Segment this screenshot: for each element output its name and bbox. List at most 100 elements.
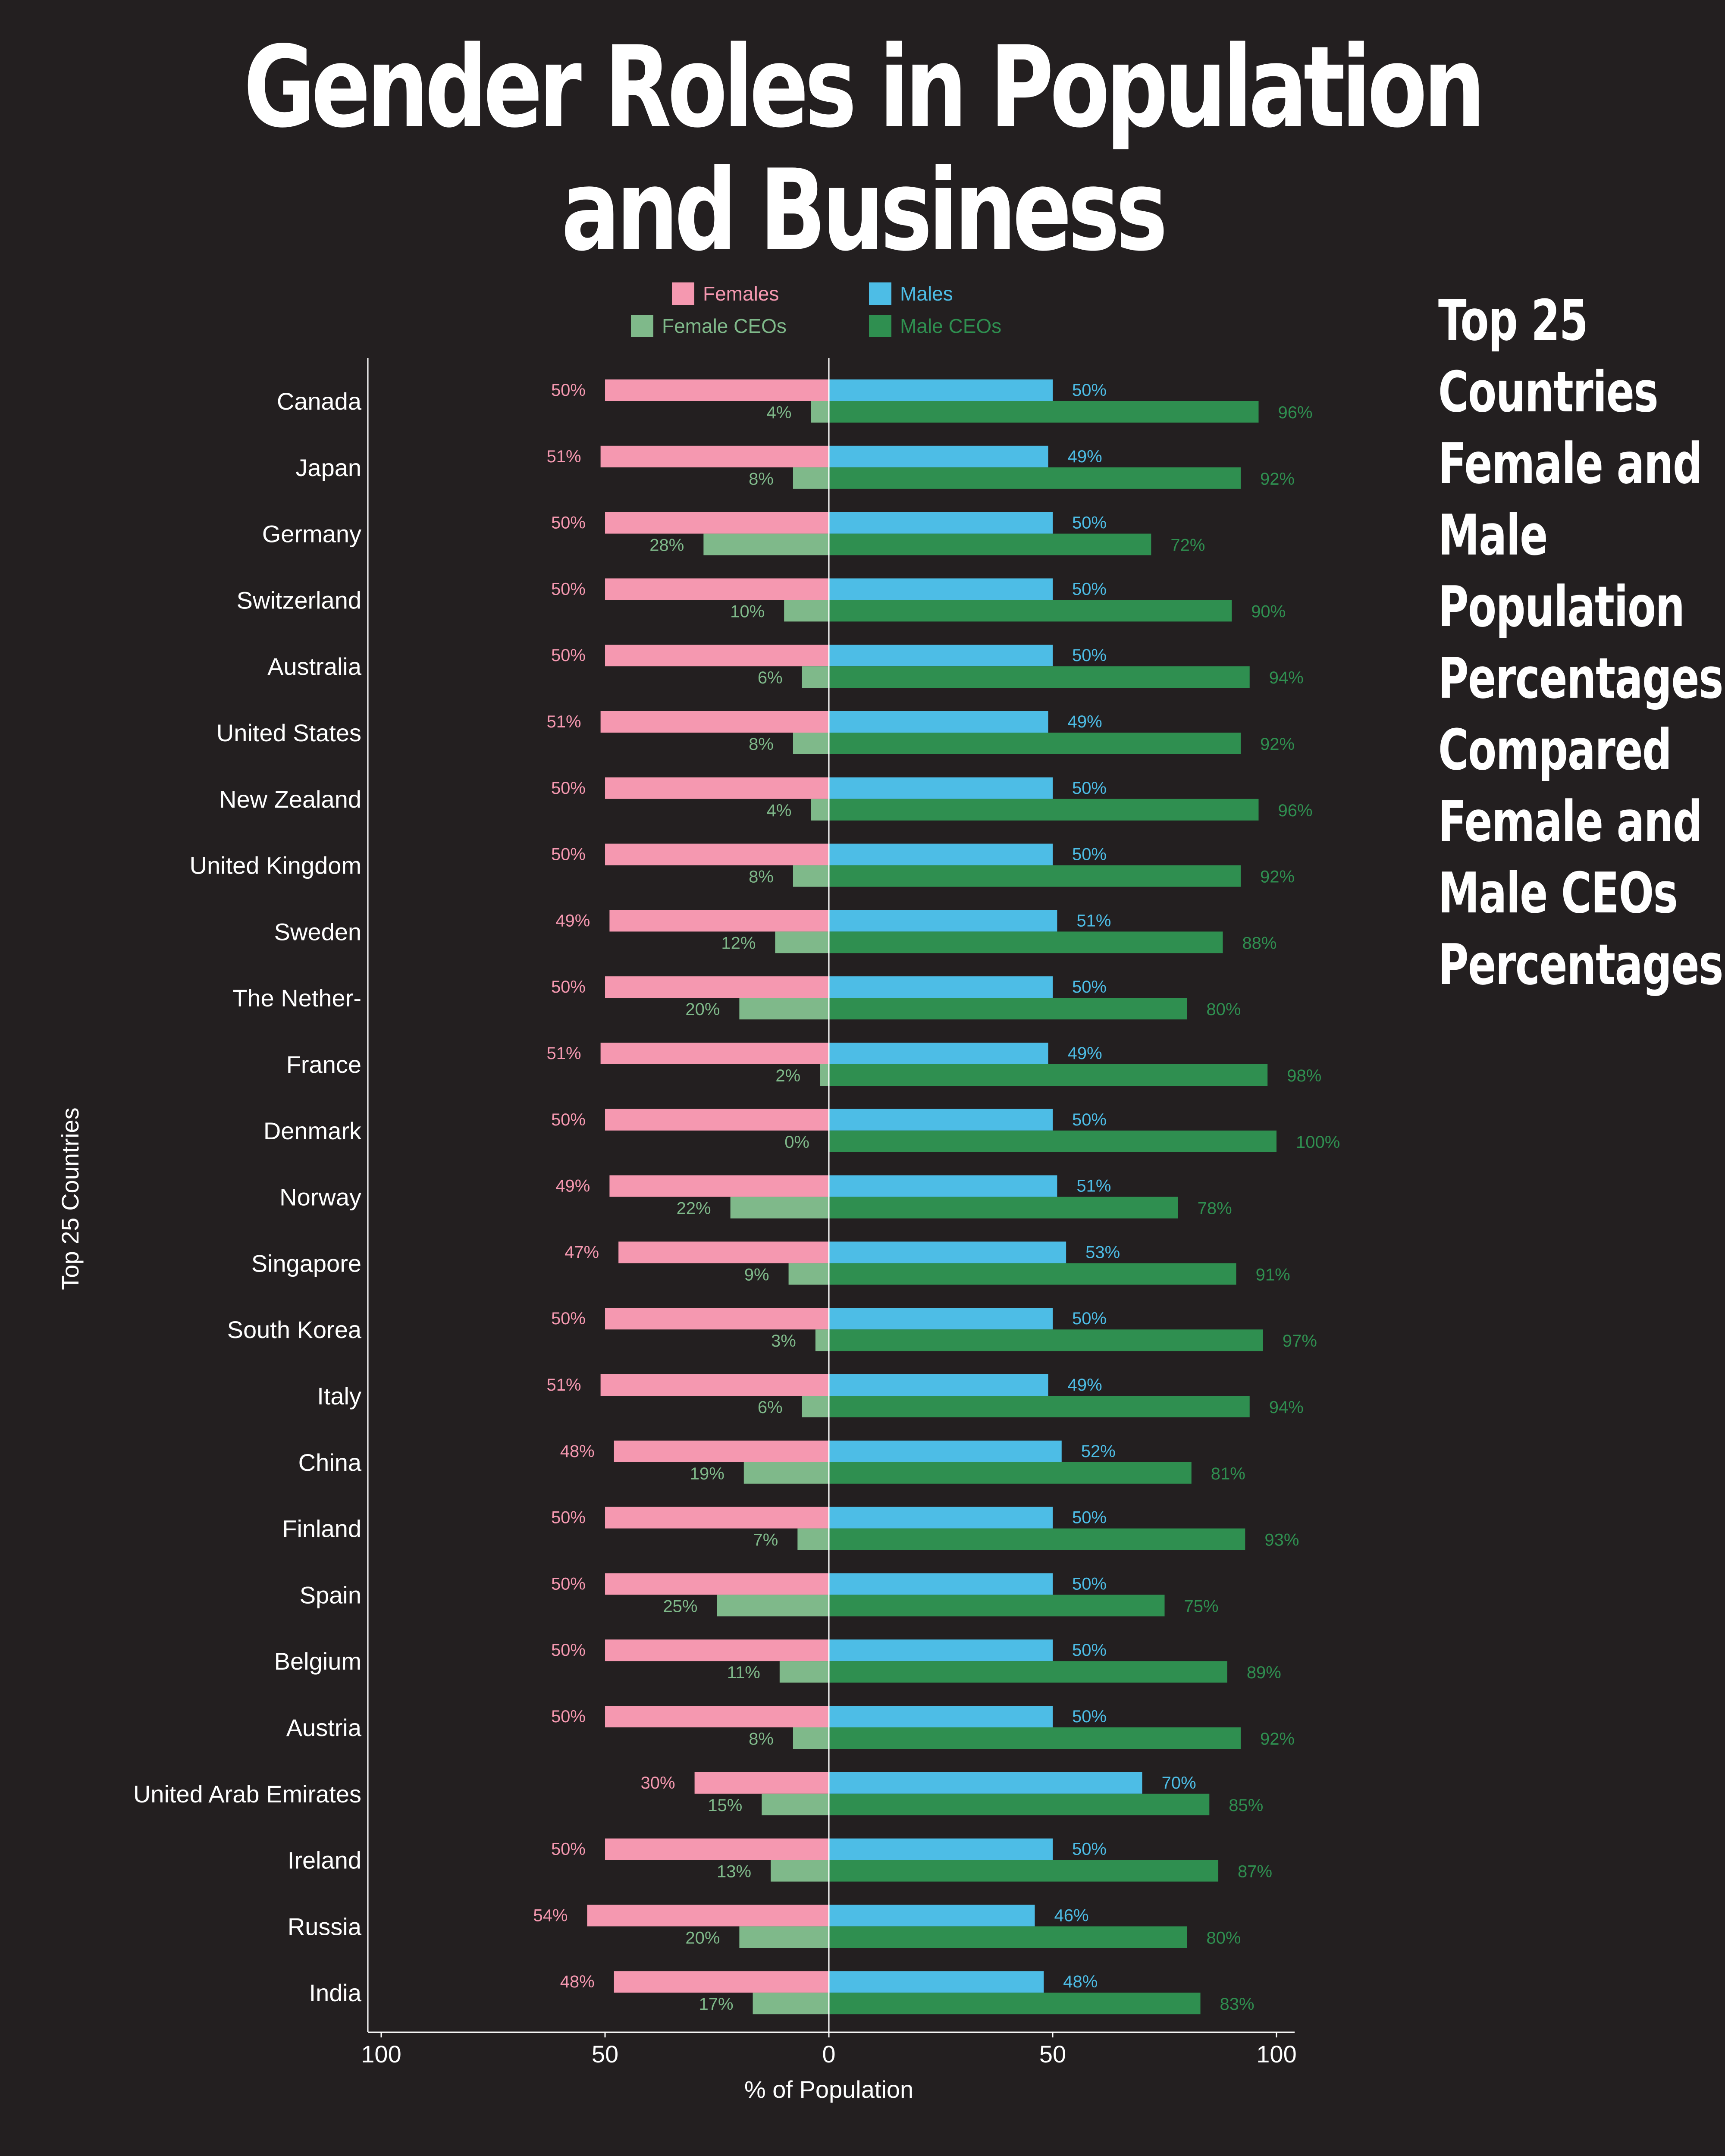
x-tick-label: 50: [1039, 2040, 1066, 2068]
label-females-united-states: 51%: [547, 712, 581, 731]
bar-female-ceos-united-kingdom: [793, 865, 829, 887]
label-male-ceos-norway: 78%: [1198, 1199, 1232, 1218]
label-female-ceos-austria: 8%: [749, 1730, 774, 1749]
bar-female-ceos-italy: [802, 1396, 829, 1417]
label-males-japan: 49%: [1068, 447, 1102, 466]
bar-females-finland: [605, 1507, 829, 1529]
label-male-ceos-india: 83%: [1220, 1995, 1255, 2014]
label-female-ceos-australia: 6%: [758, 668, 783, 687]
legend-label-females: Females: [703, 282, 779, 305]
label-female-ceos-denmark: 0%: [784, 1133, 809, 1152]
bar-male-ceos-france: [829, 1064, 1268, 1086]
label-female-ceos-ireland: 13%: [717, 1862, 751, 1881]
label-males-spain: 50%: [1072, 1574, 1107, 1593]
bar-male-ceos-italy: [829, 1396, 1250, 1417]
label-male-ceos-new-zealand: 96%: [1278, 801, 1312, 820]
bar-female-ceos-belgium: [779, 1661, 829, 1683]
bar-males-singapore: [829, 1241, 1066, 1263]
label-male-ceos-south-korea: 97%: [1283, 1332, 1317, 1351]
bar-male-ceos-sweden: [829, 931, 1223, 953]
bar-female-ceos-finland: [797, 1528, 829, 1550]
side-title-line: Compared: [1438, 717, 1672, 783]
bar-males-united-kingdom: [829, 843, 1053, 865]
bar-females-germany: [605, 512, 829, 534]
bar-females-canada: [605, 379, 829, 401]
bar-females-india: [614, 1971, 829, 1993]
category-label-united-kingdom: United Kingdom: [190, 852, 361, 879]
label-female-ceos-united-arab-emirates: 15%: [708, 1796, 742, 1815]
bar-females-italy: [600, 1374, 829, 1396]
bar-female-ceos-the-nether: [739, 998, 829, 1020]
label-males-canada: 50%: [1072, 381, 1107, 400]
bar-male-ceos-russia: [829, 1926, 1187, 1948]
bar-females-united-states: [600, 711, 829, 733]
bar-males-south-korea: [829, 1308, 1053, 1330]
label-female-ceos-canada: 4%: [767, 403, 792, 422]
bar-male-ceos-united-kingdom: [829, 865, 1241, 887]
label-females-norway: 49%: [555, 1177, 590, 1196]
label-male-ceos-canada: 96%: [1278, 403, 1312, 422]
bar-females-singapore: [618, 1241, 829, 1263]
bar-female-ceos-china: [743, 1462, 829, 1484]
category-label-japan: Japan: [295, 454, 361, 481]
bar-males-norway: [829, 1175, 1057, 1197]
bar-female-ceos-singapore: [788, 1263, 829, 1285]
bar-males-canada: [829, 379, 1053, 401]
label-male-ceos-singapore: 91%: [1256, 1265, 1290, 1284]
label-females-belgium: 50%: [551, 1641, 586, 1660]
label-male-ceos-austria: 92%: [1260, 1730, 1295, 1749]
label-males-china: 52%: [1081, 1442, 1116, 1461]
bar-males-new-zealand: [829, 777, 1053, 799]
bar-female-ceos-sweden: [775, 931, 829, 953]
label-male-ceos-spain: 75%: [1184, 1597, 1219, 1616]
bar-females-austria: [605, 1706, 829, 1727]
label-males-italy: 49%: [1068, 1376, 1102, 1395]
legend-swatch-male-ceos: [869, 315, 891, 337]
bar-males-japan: [829, 445, 1048, 467]
side-title-line: Countries: [1438, 359, 1659, 425]
bar-female-ceos-france: [820, 1064, 829, 1086]
label-females-south-korea: 50%: [551, 1309, 586, 1328]
bar-female-ceos-ireland: [771, 1860, 829, 1882]
label-female-ceos-norway: 22%: [677, 1199, 711, 1218]
category-label-belgium: Belgium: [274, 1648, 361, 1675]
bar-female-ceos-south-korea: [815, 1329, 829, 1351]
legend-label-female-ceos: Female CEOs: [662, 315, 787, 337]
category-label-singapore: Singapore: [251, 1250, 361, 1277]
bar-male-ceos-germany: [829, 533, 1151, 555]
label-female-ceos-germany: 28%: [649, 536, 684, 555]
label-male-ceos-australia: 94%: [1269, 668, 1304, 687]
bar-females-belgium: [605, 1639, 829, 1661]
label-females-germany: 50%: [551, 514, 586, 533]
label-male-ceos-denmark: 100%: [1296, 1133, 1340, 1152]
category-label-the-nether: The Nether-: [232, 984, 361, 1012]
bar-males-russia: [829, 1905, 1035, 1927]
bar-males-spain: [829, 1573, 1053, 1595]
label-males-south-korea: 50%: [1072, 1309, 1107, 1328]
label-female-ceos-italy: 6%: [758, 1398, 783, 1417]
bar-females-united-kingdom: [605, 843, 829, 865]
bar-males-france: [829, 1043, 1048, 1064]
label-females-united-arab-emirates: 30%: [641, 1774, 675, 1792]
label-males-united-kingdom: 50%: [1072, 845, 1107, 864]
label-females-italy: 51%: [547, 1376, 581, 1395]
label-male-ceos-japan: 92%: [1260, 470, 1295, 489]
bar-females-norway: [609, 1175, 829, 1197]
label-females-france: 51%: [547, 1044, 581, 1063]
category-label-china: China: [298, 1449, 362, 1476]
category-label-switzerland: Switzerland: [237, 586, 361, 614]
label-female-ceos-france: 2%: [775, 1066, 800, 1085]
bar-females-france: [600, 1043, 829, 1064]
bar-males-australia: [829, 645, 1053, 667]
label-female-ceos-the-nether: 20%: [685, 1000, 720, 1019]
label-females-united-kingdom: 50%: [551, 845, 586, 864]
label-female-ceos-south-korea: 3%: [771, 1332, 796, 1351]
bar-male-ceos-spain: [829, 1595, 1165, 1617]
label-males-australia: 50%: [1072, 646, 1107, 665]
label-females-singapore: 47%: [565, 1243, 599, 1262]
bar-females-spain: [605, 1573, 829, 1595]
label-females-finland: 50%: [551, 1508, 586, 1527]
label-males-united-states: 49%: [1068, 712, 1102, 731]
label-female-ceos-china: 19%: [690, 1464, 724, 1483]
